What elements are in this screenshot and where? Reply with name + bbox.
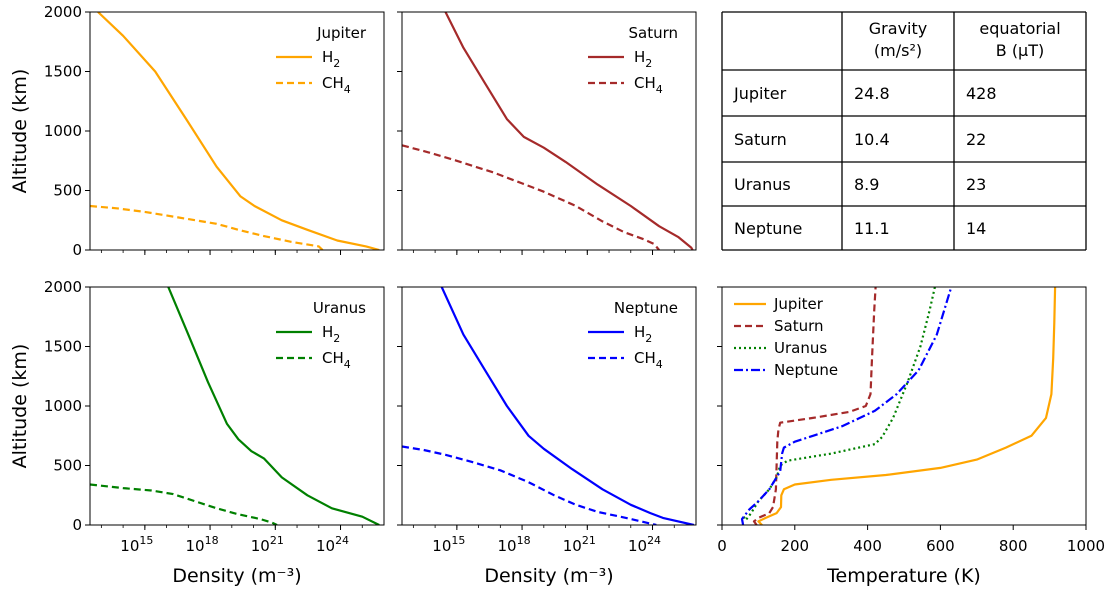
series-line-ch4	[402, 144, 660, 250]
x-tick-label: 200	[780, 537, 809, 555]
plot-panel-3: 1015 1018 1021 1024 Density (m⁻³) Neptune H2 CH…	[397, 286, 697, 587]
series-line-ch4	[90, 483, 278, 525]
series-line-uranus	[742, 287, 936, 522]
x-tick-label: 600	[926, 537, 955, 555]
axes-frame	[401, 286, 697, 526]
legend: Jupiter H2 CH4	[276, 24, 367, 96]
x-axis-label: Density (m⁻³)	[172, 565, 301, 587]
table-cell: 428	[966, 84, 997, 103]
x-tick-label: 800	[999, 537, 1028, 555]
y-tick-label: 2000	[44, 3, 82, 21]
plot-panel-0: 0 500 1000 1500 2000 Altitude (km) Jupiter H2 CH…	[9, 3, 385, 259]
legend-label: H2	[322, 48, 340, 70]
y-tick-label: 500	[53, 182, 82, 200]
x-tick-label: 1024	[628, 534, 661, 555]
data-table: Gravity (m/s²) equatorial B (μT) Jupiter 24.8…	[721, 11, 1087, 251]
legend: Saturn H2 CH4	[588, 24, 678, 96]
y-tick-label: 1500	[44, 338, 82, 356]
series-line-h2	[167, 287, 380, 525]
series-line-neptune	[740, 287, 953, 525]
table-cell: 10.4	[854, 130, 890, 149]
table-row-label: Saturn	[734, 130, 787, 149]
y-tick-label: 1500	[44, 63, 82, 81]
legend-label: CH4	[634, 74, 663, 96]
series-line-saturn	[752, 287, 877, 525]
table-cell: 22	[966, 130, 986, 149]
table-row-label: Neptune	[734, 219, 802, 238]
x-tick-label: 1018	[186, 534, 219, 555]
x-tick-label: 1024	[316, 534, 349, 555]
x-tick-label: 1015	[120, 534, 153, 555]
y-tick-label: 1000	[44, 122, 82, 140]
y-tick-label: 500	[53, 457, 82, 475]
x-tick-label: 400	[853, 537, 882, 555]
legend-label: Jupiter	[773, 295, 824, 313]
x-tick-label: 1021	[563, 534, 596, 555]
legend: Neptune H2 CH4	[588, 299, 678, 371]
table-cell: 24.8	[854, 84, 890, 103]
y-tick-label: 2000	[44, 278, 82, 296]
y-tick-label: 1000	[44, 397, 82, 415]
legend-label: H2	[634, 323, 652, 345]
legend-label: H2	[322, 323, 340, 345]
series-line-ch4	[402, 445, 657, 525]
plot-panel-1: Saturn H2 CH4	[397, 11, 697, 255]
x-axis-label: Density (m⁻³)	[484, 565, 613, 587]
x-tick-label: 1021	[251, 534, 284, 555]
x-tick-label: 1000	[1067, 537, 1105, 555]
x-tick-label: 0	[717, 537, 727, 555]
plot-panel-4: 0 200 400 600 800 1000 Temperature (K) Jupiter S…	[717, 286, 1105, 587]
y-axis-label: Altitude (km)	[9, 344, 31, 469]
series-line-h2	[440, 287, 695, 525]
series-line-h2	[444, 12, 694, 250]
legend: Jupiter Saturn Uranus Neptune	[734, 295, 838, 379]
series-line-jupiter	[757, 287, 1057, 525]
legend-label: CH4	[322, 74, 351, 96]
y-axis-label: Altitude (km)	[9, 69, 31, 194]
x-tick-label: 1018	[498, 534, 531, 555]
legend-title: Uranus	[313, 299, 366, 317]
table-header-field-unit: B (μT)	[996, 41, 1045, 60]
table-header-field: equatorial	[979, 19, 1060, 38]
legend-label: CH4	[322, 349, 351, 371]
legend-title: Neptune	[614, 299, 678, 317]
legend-label: CH4	[634, 349, 663, 371]
table-header-gravity: Gravity	[869, 19, 927, 38]
table-cell: 11.1	[854, 219, 890, 238]
axes-frame	[401, 11, 697, 251]
legend-title: Jupiter	[316, 24, 367, 42]
plot-panel-2: 0 500 1000 1500 2000 1015 1018 1021 1024 Altitude…	[9, 278, 385, 587]
legend: Uranus H2 CH4	[276, 299, 366, 371]
series-line-ch4	[90, 204, 324, 250]
table-cell: 14	[966, 219, 986, 238]
x-tick-label: 1015	[432, 534, 465, 555]
legend-label: Saturn	[774, 317, 824, 335]
legend-label: Uranus	[774, 339, 827, 357]
x-axis-label: Temperature (K)	[826, 565, 981, 587]
y-tick-label: 0	[72, 516, 82, 534]
y-tick-label: 0	[72, 241, 82, 259]
table-header-gravity-unit: (m/s²)	[874, 41, 922, 60]
table-cell: 23	[966, 175, 986, 194]
legend-label: H2	[634, 48, 652, 70]
legend-title: Saturn	[628, 24, 678, 42]
table-row-label: Uranus	[734, 175, 791, 194]
table-cell: 8.9	[854, 175, 879, 194]
table-row-label: Jupiter	[733, 84, 787, 103]
legend-label: Neptune	[774, 361, 838, 379]
series-line-h2	[97, 12, 380, 250]
